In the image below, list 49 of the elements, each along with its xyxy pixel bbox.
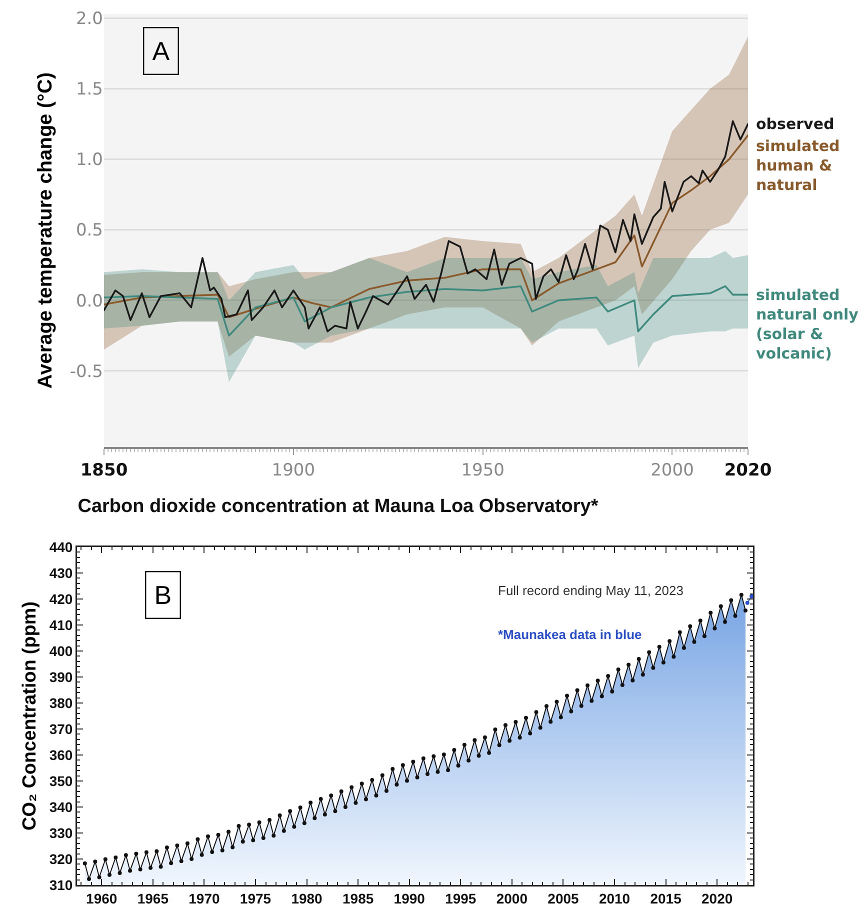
x-tick-label: 2020 [724, 460, 772, 480]
x-tick-label: 1975 [240, 890, 272, 906]
x-tick-label: 2000 [650, 460, 694, 480]
x-tick-label: 1985 [342, 890, 374, 906]
x-tick-label: 1990 [394, 890, 426, 906]
y-axis-title: CO₂ Concentration (ppm) [19, 601, 40, 831]
y-tick-label: 0.5 [76, 220, 103, 241]
x-tick-label: 1950 [461, 460, 504, 480]
y-tick-label: 400 [49, 642, 73, 659]
y-tick-label: 330 [49, 824, 73, 841]
x-tick-label: 2005 [548, 890, 580, 906]
chart-title: Carbon dioxide concentration at Mauna Loa Observatory* [78, 496, 599, 517]
x-tick-label: 1850 [80, 460, 128, 480]
x-tick-label: 2000 [496, 890, 528, 906]
line-series [104, 285, 748, 336]
series-label: simulated human & natural [756, 137, 840, 194]
series-label: observed [756, 115, 834, 133]
y-tick-label: 360 [49, 746, 73, 763]
y-tick-label: 380 [49, 694, 73, 711]
annotation: *Maunakea data in blue [498, 627, 642, 642]
y-tick-label: 440 [49, 538, 73, 555]
y-tick-label: 340 [49, 798, 73, 815]
x-tick-label: 2010 [598, 890, 630, 906]
annotation: A [152, 36, 170, 66]
annotation: Full record ending May 11, 2023 [498, 583, 684, 598]
y-tick-label: 320 [49, 850, 73, 867]
x-tick-label: 1960 [86, 890, 118, 906]
y-tick-label: 370 [49, 720, 73, 737]
x-tick-label: 1965 [137, 890, 169, 906]
y-tick-label: 430 [49, 564, 73, 581]
y-tick-label: 1.0 [76, 150, 103, 170]
x-tick-label: 1980 [291, 890, 323, 906]
y-tick-label: 410 [49, 616, 73, 633]
x-tick-label: 2020 [702, 890, 733, 906]
y-tick-label: 1.5 [76, 80, 103, 100]
y-tick-label: 2.0 [76, 9, 103, 30]
x-tick-label: 1995 [445, 890, 476, 906]
x-tick-label: 2015 [650, 890, 682, 906]
y-axis-title: Average temperature change (°C) [34, 72, 56, 389]
x-tick-label: 1970 [188, 890, 220, 906]
x-tick-label: 1900 [272, 460, 316, 480]
y-tick-label: 350 [49, 772, 73, 789]
y-tick-label: 390 [49, 668, 73, 685]
y-tick-label: 0.0 [76, 291, 103, 312]
series-label: simulated natural only (solar & volcanic) [756, 286, 859, 362]
y-tick-label: -0.5 [70, 362, 103, 382]
y-tick-label: 310 [49, 876, 73, 893]
y-tick-label: 420 [49, 590, 73, 607]
annotation: B [154, 580, 172, 610]
